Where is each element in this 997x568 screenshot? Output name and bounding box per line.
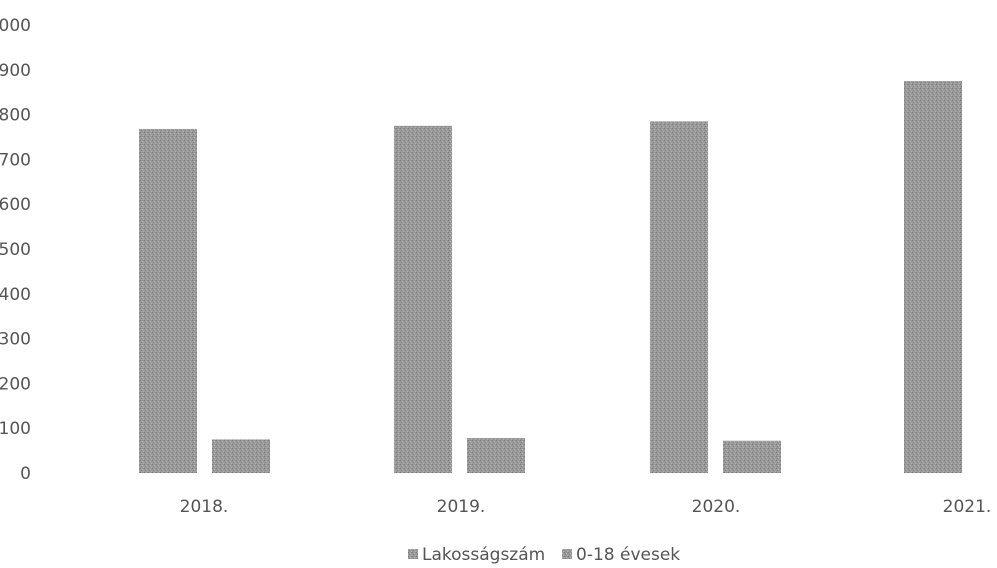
y-axis: 0 100 200 300 400 500 600 700 800 900 1000 [0,16,31,484]
bar-lakossagszam-3 [904,81,962,473]
bar-lakossagszam-2 [650,121,708,473]
x-tick-label: 2020. [692,497,741,517]
y-tick-label: 200 [0,374,31,394]
x-tick-label: 2018. [180,497,229,517]
x-tick-label: 2021. [943,497,992,517]
legend-label: Lakosságszám [422,545,545,565]
y-tick-label: 0 [20,464,31,484]
x-tick-label: 2019. [437,497,486,517]
y-tick-label: 1000 [0,16,31,36]
bar-lakossagszam-1 [394,125,452,474]
legend-item-0-18-evesek: 0-18 évesek [562,545,680,565]
y-tick-label: 400 [0,285,31,305]
y-tick-label: 600 [0,195,31,215]
y-tick-label: 300 [0,330,31,350]
x-axis: 2018. 2019. 2020. 2021. [180,497,992,517]
y-tick-label: 800 [0,106,31,126]
legend: Lakosságszám 0-18 évesek [408,545,680,565]
legend-item-lakossagszam: Lakosságszám [408,545,545,565]
y-tick-label: 100 [0,419,31,439]
y-tick-label: 500 [0,240,31,260]
y-tick-label: 700 [0,150,31,170]
y-tick-label: 900 [0,61,31,81]
legend-swatch [408,549,418,559]
bar-lakossagszam-0 [139,128,197,473]
legend-label: 0-18 évesek [576,545,680,565]
bars [139,81,962,474]
bar-0-18-evesek-1 [467,438,525,473]
bar-0-18-evesek-0 [212,439,270,473]
legend-swatch [562,549,572,559]
bar-0-18-evesek-2 [723,440,781,473]
